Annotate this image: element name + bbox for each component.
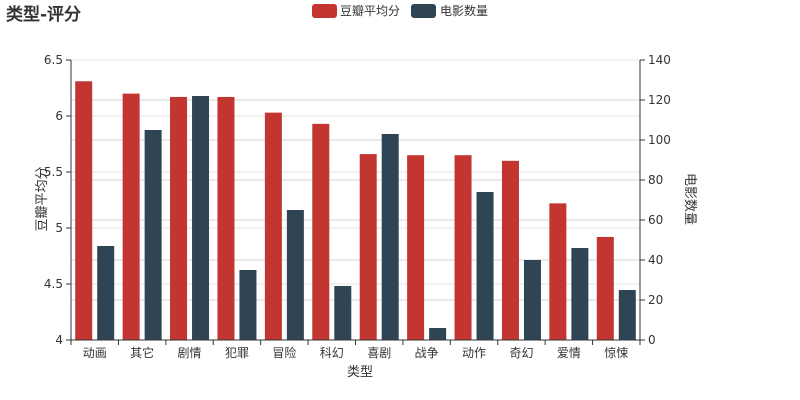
y-right-tick-label: 120 [648,93,671,107]
y-left-tick-label: 4 [55,333,63,347]
y-axis-right-title: 电影数量 [682,173,697,225]
bar-score[interactable] [122,93,140,340]
bar-count[interactable] [476,192,494,340]
x-tick-label: 喜剧 [367,346,391,360]
bar-score[interactable] [264,112,282,340]
bar-score[interactable] [217,96,235,341]
x-tick-label: 其它 [130,345,154,360]
bar-count[interactable] [286,210,304,340]
bar-count[interactable] [97,246,115,340]
bar-count[interactable] [381,134,399,340]
x-tick-label: 剧情 [178,346,202,360]
tick-labels: 4 4.5 5 5.5 6 6.5 0 20 40 60 80 100 120 140 动画 其它 剧情 犯罪 冒险… [44,53,671,360]
x-tick-label: 战争 [415,346,439,360]
x-tick-label: 犯罪 [225,346,249,360]
bar-count[interactable] [618,290,636,340]
bar-count[interactable] [523,260,541,340]
bar-count[interactable] [571,248,589,340]
axes [66,59,645,345]
legend-label-count[interactable]: 电影数量 [440,3,488,18]
y-left-tick-label: 6 [55,109,63,123]
y-right-tick-label: 80 [648,173,663,187]
chart-title: 类型-评分 [6,4,81,25]
bar-score[interactable] [596,236,614,340]
legend-swatch-score[interactable] [312,4,337,18]
bar-score[interactable] [454,155,472,340]
bar-score[interactable] [549,203,567,340]
bar-score[interactable] [359,154,377,340]
y-right-tick-label: 60 [648,213,663,227]
legend-swatch-count[interactable] [411,4,436,18]
y-right-tick-label: 100 [648,133,671,147]
legend-label-score[interactable]: 豆瓣平均分 [340,4,400,18]
gridlines [71,59,640,301]
bar-count[interactable] [334,286,352,340]
bar-score[interactable] [312,123,330,340]
bar-count[interactable] [429,328,447,340]
bar-score[interactable] [407,155,425,340]
bar-count[interactable] [239,270,257,340]
legend[interactable]: 豆瓣平均分 电影数量 [312,3,488,18]
y-left-tick-label: 6.5 [44,53,63,67]
bars [75,81,636,341]
x-tick-label: 奇幻 [509,346,533,360]
bar-count[interactable] [144,130,162,340]
y-left-tick-label: 5 [55,221,63,235]
y-right-tick-label: 140 [648,53,671,67]
x-tick-label: 惊悚 [604,345,628,360]
y-right-tick-label: 40 [648,253,663,267]
x-tick-label: 动作 [462,346,486,360]
y-right-tick-label: 0 [648,333,656,347]
bar-score[interactable] [75,81,93,340]
bar-count[interactable] [192,96,210,340]
x-tick-label: 冒险 [272,345,296,360]
x-axis-title: 类型 [347,365,373,380]
x-tick-label: 科幻 [320,346,344,360]
y-left-tick-label: 5.5 [44,165,63,179]
x-tick-label: 动画 [83,346,107,360]
y-axis-left-title: 豆瓣平均分 [35,166,50,231]
x-tick-label: 爱情 [557,346,581,360]
bar-score[interactable] [501,160,519,340]
bar-score[interactable] [170,96,188,341]
y-right-tick-label: 20 [648,293,663,307]
y-left-tick-label: 4.5 [44,277,63,291]
